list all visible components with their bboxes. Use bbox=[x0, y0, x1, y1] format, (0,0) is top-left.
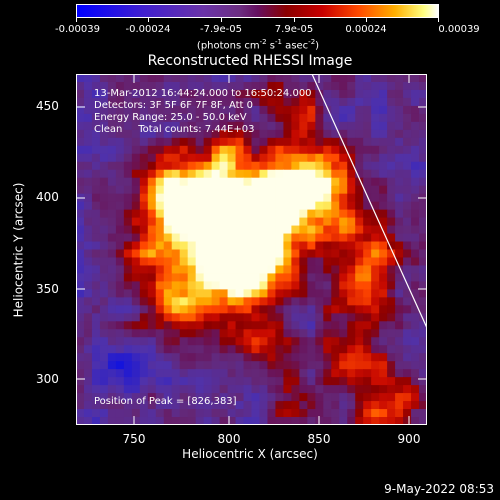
colorbar-unit-label: (photons cm-2 s-1 asec-2) bbox=[196, 38, 320, 52]
plot-area: 13-Mar-2012 16:44:24.000 to 16:50:24.000… bbox=[76, 74, 427, 425]
rhessi-image bbox=[76, 74, 427, 425]
plot-title: Reconstructed RHESSI Image bbox=[147, 53, 353, 69]
plot-frame bbox=[76, 74, 427, 425]
x-tick-label: 850 bbox=[307, 432, 331, 446]
colorbar-tick-label: -7.9e-05 bbox=[200, 24, 242, 35]
timestamp: 9-May-2022 08:53 bbox=[384, 482, 494, 496]
colorbar-tick bbox=[148, 18, 149, 22]
x-tick-label: 800 bbox=[217, 432, 241, 446]
colorbar-tick bbox=[76, 18, 77, 22]
x-tick-label: 900 bbox=[397, 432, 421, 446]
colorbar bbox=[76, 4, 439, 18]
colorbar-tick-label: -0.00039 bbox=[55, 24, 100, 35]
info-detectors: Detectors: 3F 5F 6F 7F 8F, Att 0 bbox=[94, 100, 254, 111]
colorbar-tick-label: 0.00024 bbox=[345, 24, 387, 35]
limb-line bbox=[311, 74, 427, 329]
colorbar-tick-label: 0.00039 bbox=[438, 24, 480, 35]
colorbar-tick-label: -0.00024 bbox=[125, 24, 171, 35]
colorbar-tick bbox=[294, 18, 295, 22]
y-tick-label: 300 bbox=[36, 372, 59, 386]
colorbar-tick bbox=[438, 18, 439, 22]
axis-ticks bbox=[76, 74, 427, 425]
x-tick-label: 750 bbox=[122, 432, 146, 446]
info-time-range: 13-Mar-2012 16:44:24.000 to 16:50:24.000 bbox=[94, 88, 312, 99]
y-tick-label: 400 bbox=[36, 190, 59, 204]
colorbar-tick-label: 7.9e-05 bbox=[274, 24, 314, 35]
info-energy-range: Energy Range: 25.0 - 50.0 keV bbox=[94, 112, 247, 123]
y-tick-label: 350 bbox=[36, 282, 59, 296]
colorbar-tick bbox=[366, 18, 367, 22]
y-axis-label: Heliocentric Y (arcsec) bbox=[10, 182, 25, 318]
x-axis-label: Heliocentric X (arcsec) bbox=[182, 447, 318, 461]
peak-position-label: Position of Peak = [826,383] bbox=[94, 396, 237, 407]
info-total-counts: Clean Total counts: 7.44E+03 bbox=[94, 124, 255, 135]
colorbar-tick bbox=[221, 18, 222, 22]
y-tick-label: 450 bbox=[36, 99, 59, 113]
